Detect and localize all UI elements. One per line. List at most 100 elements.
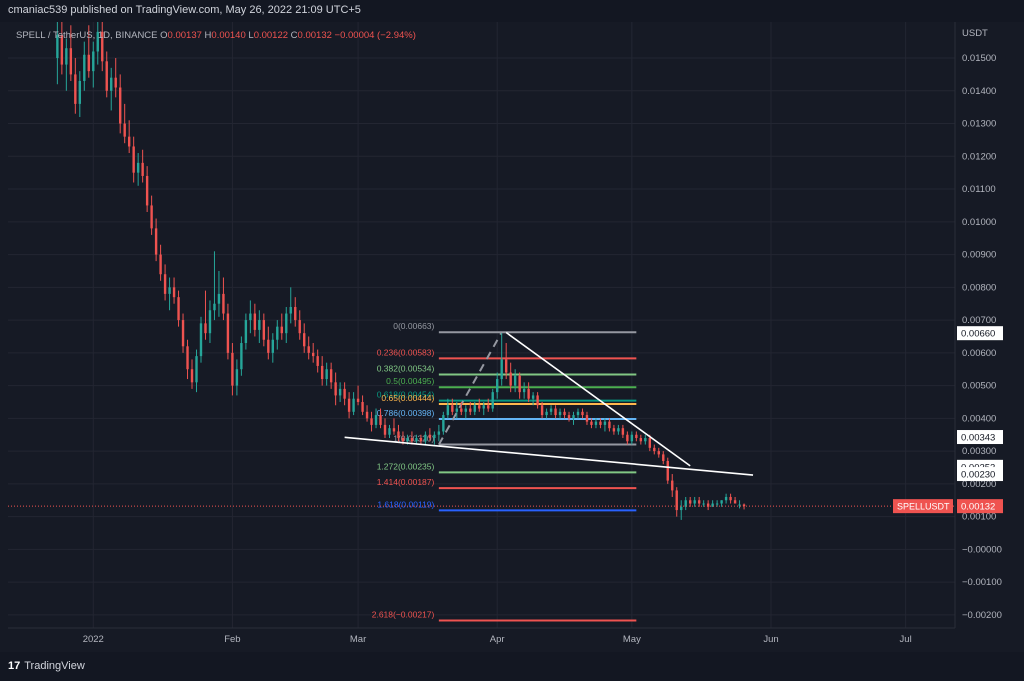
candle-body	[594, 421, 598, 425]
candle-body	[738, 504, 741, 506]
current-price-badge-text: 0.00132	[961, 502, 995, 513]
price-axis-tick: 0.00100	[962, 512, 996, 523]
candle-body	[356, 398, 360, 402]
price-axis-tick: 0.00800	[962, 282, 996, 293]
candle-body	[464, 408, 467, 412]
symbol-legend: SPELL / TetherUS, 1D, BINANCE O0.00137 H…	[16, 30, 416, 41]
candle-body	[455, 408, 459, 412]
candle-body	[487, 405, 490, 409]
fib-level-label: 0.65(0.00444)	[381, 393, 434, 403]
time-axis-tick: Jun	[763, 634, 778, 645]
high-value: 0.00140	[211, 30, 246, 41]
candle-body	[666, 460, 669, 481]
fib-level-label: 1.618(0.00119)	[377, 499, 434, 509]
candle-body	[168, 287, 171, 294]
candle-body	[186, 346, 189, 370]
price-axis-tick: 0.00600	[962, 348, 996, 359]
candle-body	[163, 274, 167, 294]
candle-body	[626, 434, 629, 442]
candle-body	[513, 375, 517, 386]
fib-level-label: 0.786(0.00398)	[377, 408, 435, 418]
time-axis-tick: 2022	[83, 634, 104, 645]
high-label: H	[204, 30, 212, 41]
candle-body	[204, 323, 207, 334]
price-label-badge	[957, 430, 1003, 445]
price-label-badge	[957, 326, 1003, 341]
candle-body	[69, 48, 73, 75]
candle-body	[145, 175, 149, 206]
candle-body	[406, 438, 409, 442]
candle-body	[706, 503, 710, 507]
candle-body	[482, 405, 485, 409]
candle-body	[127, 136, 131, 147]
price-axis-tick: 0.00400	[962, 413, 996, 424]
candle-body	[469, 408, 472, 412]
candle-body	[123, 123, 126, 137]
candle-body	[329, 369, 333, 383]
candle-body	[729, 496, 732, 501]
candle-body	[208, 310, 212, 334]
candle-body	[697, 500, 701, 504]
open-value: 0.00137	[167, 30, 202, 41]
candle-body	[370, 418, 373, 425]
candle-body	[262, 320, 266, 340]
candle-body	[715, 503, 719, 505]
candle-body	[662, 454, 665, 461]
publisher-text: cmaniac539 published on TradingView.com,…	[8, 4, 361, 16]
price-axis-tick: 0.00200	[962, 479, 996, 490]
price-axis-title: USDT	[962, 28, 988, 39]
candle-body	[680, 506, 683, 511]
footer-bar: 17 TradingView	[0, 652, 1024, 681]
candle-body	[87, 54, 90, 72]
candle-body	[352, 398, 355, 412]
candle-body	[338, 388, 342, 396]
candle-body	[347, 398, 351, 412]
price-axis-tick: 0.00900	[962, 250, 996, 261]
candle-body	[289, 306, 292, 314]
candle-body	[585, 415, 589, 422]
fib-level-label: 1.414(0.00187)	[377, 477, 435, 487]
candle-body	[154, 228, 158, 255]
candle-body	[473, 405, 476, 412]
close-label: C	[290, 30, 298, 41]
close-value: 0.00132	[297, 30, 332, 41]
candle-body	[442, 415, 445, 432]
time-axis-tick: Feb	[224, 634, 240, 645]
fib-level-label: 0(0.00663)	[393, 321, 434, 331]
open-label: O	[160, 30, 168, 41]
fib-level-label: 2.618(−0.00217)	[372, 609, 435, 619]
fib-level-label: 0.5(0.00495)	[386, 376, 434, 386]
candle-body	[671, 480, 674, 491]
candle-body	[549, 408, 553, 412]
candle-body	[253, 313, 257, 330]
candle-body	[78, 80, 82, 104]
chart-plot-area[interactable]: 0(0.00663) 0.236(0.00583) 0.382(0.00534) 0.…	[8, 22, 955, 628]
candle-body	[419, 438, 423, 442]
candle-body	[576, 411, 580, 416]
candle-body	[433, 434, 436, 439]
tradingview-logo[interactable]: 17 TradingView	[8, 660, 85, 672]
candle-body	[285, 313, 288, 334]
candle-body	[572, 415, 575, 419]
price-chart[interactable]: 0(0.00663) 0.236(0.00583) 0.382(0.00534) 0.…	[8, 22, 955, 628]
candle-body	[311, 352, 315, 357]
candle-body	[635, 434, 638, 439]
candle-body	[424, 434, 427, 442]
candle-body	[136, 162, 140, 173]
candle-body	[522, 388, 526, 393]
price-label-badge-text: 0.00230	[961, 470, 995, 481]
candle-body	[496, 379, 499, 393]
candle-body	[294, 306, 297, 321]
candle-body	[150, 205, 153, 229]
candle-body	[159, 254, 162, 275]
candle-body	[639, 438, 643, 442]
candle-body	[500, 359, 503, 380]
candle-body	[567, 415, 571, 419]
price-label-badge-text: 0.00660	[961, 329, 995, 340]
candle-body	[316, 356, 319, 366]
candle-body	[365, 411, 369, 419]
candle-body	[545, 411, 548, 416]
price-axis-tick: 0.00700	[962, 315, 996, 326]
fib-dashed-line	[437, 331, 503, 446]
candle-body	[693, 500, 696, 504]
